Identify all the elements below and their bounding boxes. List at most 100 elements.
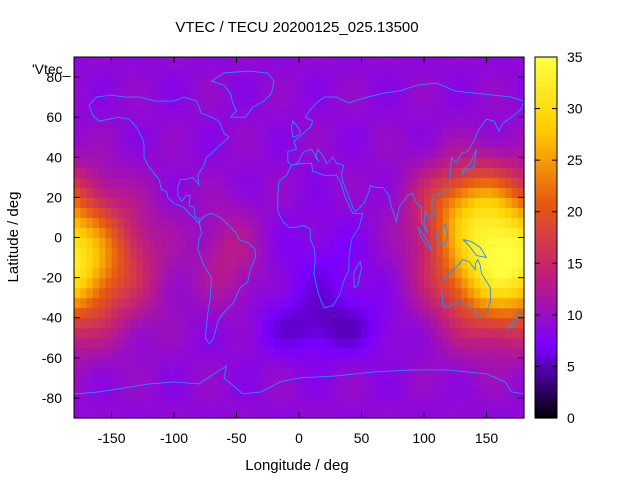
heatmap-cell [492, 267, 500, 279]
heatmap-cell [230, 397, 238, 409]
heatmap-cell [280, 97, 288, 108]
heatmap-cell [180, 147, 188, 158]
colorbar-swatch [535, 366, 557, 371]
heatmap-cell [286, 337, 294, 349]
heatmap-cell [480, 137, 488, 148]
heatmap-cell [149, 107, 156, 118]
heatmap-cell [361, 347, 369, 359]
heatmap-cell [305, 157, 313, 168]
heatmap-cell [255, 237, 263, 249]
heatmap-cell [511, 57, 519, 68]
heatmap-cell [399, 217, 406, 229]
colorbar-swatch [535, 276, 557, 281]
heatmap-cell [261, 337, 269, 349]
heatmap-cell [124, 57, 131, 68]
heatmap-cell [430, 217, 438, 229]
heatmap-cell [486, 57, 494, 68]
heatmap-cell [86, 57, 94, 68]
heatmap-cell [130, 237, 138, 249]
heatmap-cell [130, 247, 138, 259]
heatmap-cell [299, 127, 306, 138]
heatmap-cell [386, 67, 394, 78]
heatmap-cell [211, 57, 219, 68]
heatmap-cell [311, 57, 319, 68]
heatmap-cell [430, 367, 438, 379]
heatmap-cell [436, 247, 444, 259]
heatmap-cell [86, 277, 94, 289]
heatmap-cell [280, 57, 288, 68]
colorbar-swatch [535, 381, 557, 386]
colorbar-swatch [535, 378, 557, 383]
heatmap-cell [149, 367, 156, 379]
heatmap-cell [511, 117, 519, 128]
heatmap-cell [324, 377, 331, 389]
heatmap-cell [80, 307, 88, 319]
colorbar-swatch [535, 210, 557, 215]
heatmap-cell [124, 117, 131, 128]
heatmap-cell [186, 147, 194, 158]
heatmap-cell [186, 87, 194, 98]
heatmap-cell [299, 187, 306, 198]
heatmap-cell [274, 107, 281, 118]
heatmap-cell [186, 77, 194, 88]
heatmap-cell [411, 357, 419, 369]
heatmap-cell [317, 167, 325, 178]
heatmap-cell [80, 247, 88, 259]
heatmap-cell [224, 277, 231, 289]
heatmap-cell [230, 387, 238, 399]
heatmap-cell [180, 237, 188, 249]
heatmap-cell [149, 227, 156, 239]
heatmap-cell [374, 167, 381, 178]
heatmap-cell [217, 397, 225, 409]
heatmap-cell [155, 237, 163, 249]
heatmap-cell [417, 217, 425, 229]
heatmap-cell [467, 287, 475, 299]
heatmap-cell [217, 317, 225, 329]
heatmap-cell [517, 207, 525, 219]
heatmap-cell [380, 127, 388, 138]
heatmap-cell [367, 67, 375, 78]
heatmap-cell [224, 197, 231, 209]
heatmap-cell [74, 367, 81, 379]
heatmap-cell [455, 127, 463, 138]
heatmap-cell [455, 357, 463, 369]
heatmap-cell [236, 67, 244, 78]
heatmap-cell [492, 147, 500, 158]
heatmap-cell [274, 127, 281, 138]
heatmap-cell [149, 267, 156, 279]
colorbar-swatch [535, 90, 557, 94]
heatmap-cell [492, 397, 500, 409]
heatmap-cell [217, 197, 225, 209]
heatmap-cell [292, 247, 300, 259]
y-tick-label: 40 [46, 149, 62, 165]
heatmap-cell [417, 267, 425, 279]
heatmap-cell [199, 177, 206, 188]
heatmap-cell [74, 107, 81, 118]
heatmap-cell [80, 167, 88, 178]
heatmap-cell [474, 287, 481, 299]
heatmap-cell [361, 207, 369, 219]
heatmap-cell [461, 277, 469, 289]
heatmap-cell [424, 327, 431, 339]
heatmap-cell [430, 257, 438, 269]
heatmap-cell [105, 177, 113, 188]
heatmap-cell [486, 267, 494, 279]
heatmap-cell [261, 187, 269, 198]
heatmap-cell [411, 397, 419, 409]
heatmap-cell [224, 217, 231, 229]
heatmap-cell [86, 127, 94, 138]
heatmap-cell [349, 367, 356, 379]
heatmap-cell [486, 197, 494, 209]
heatmap-cell [511, 297, 519, 309]
heatmap-cell [199, 227, 206, 239]
heatmap-cell [142, 297, 150, 309]
heatmap-cell [180, 137, 188, 148]
heatmap-cell [455, 297, 463, 309]
heatmap-cell [486, 187, 494, 198]
heatmap-cell [392, 267, 400, 279]
heatmap-cell [255, 207, 263, 219]
heatmap-cell [480, 287, 488, 299]
heatmap-cell [199, 137, 206, 148]
heatmap-cell [405, 157, 413, 168]
heatmap-cell [280, 137, 288, 148]
